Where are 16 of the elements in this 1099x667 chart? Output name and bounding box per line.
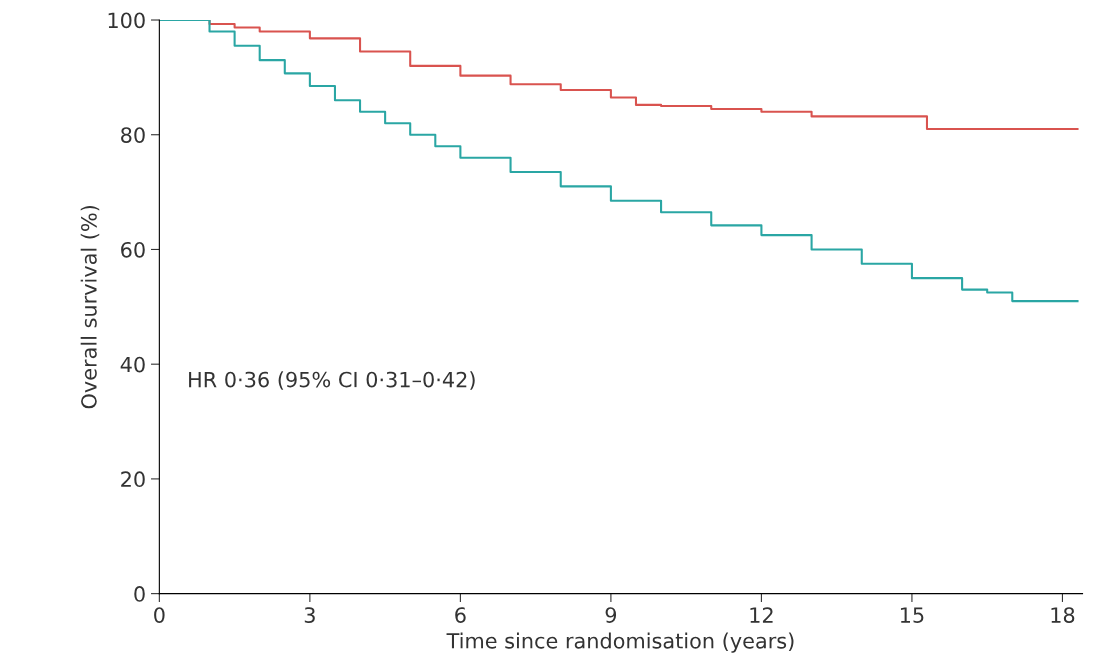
- y-tick-label: 40: [120, 356, 145, 373]
- y-tick-label: 100: [108, 12, 145, 29]
- x-tick-label: 3: [304, 607, 315, 623]
- x-tick-label: 6: [455, 607, 466, 623]
- y-tick-label: 20: [121, 471, 145, 488]
- x-axis-title: Time since randomisation (years): [446, 632, 794, 653]
- x-tick-label: 9: [605, 607, 617, 623]
- y-axis-title: Overall survival (%): [80, 205, 100, 409]
- x-tick-label: 15: [900, 607, 924, 623]
- x-tick-label: 12: [750, 607, 773, 623]
- x-tick-label: 0: [154, 607, 165, 623]
- y-tick-label: 0: [134, 586, 145, 602]
- y-tick-label: 60: [121, 241, 145, 258]
- y-tick-label: 80: [121, 127, 145, 143]
- annotation: HR 0·36 (95% CI 0·31–0·42): [189, 371, 475, 390]
- x-tick-label: 18: [1051, 607, 1075, 623]
